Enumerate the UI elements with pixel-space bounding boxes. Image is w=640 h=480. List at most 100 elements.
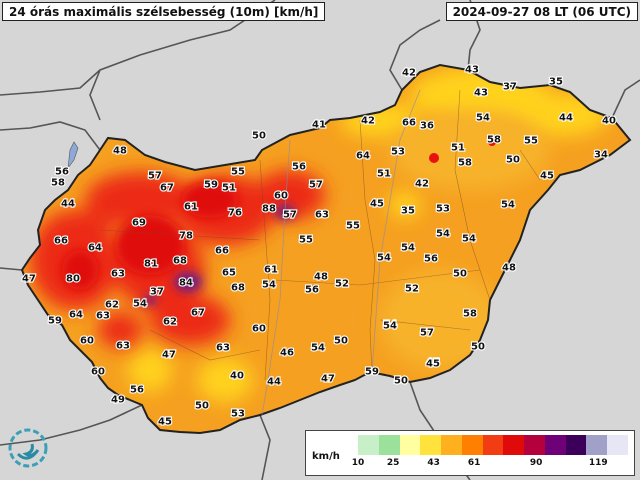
station-value-label: 58: [487, 135, 501, 146]
station-value-label: 51: [377, 169, 391, 180]
station-value-label: 56: [424, 254, 438, 265]
legend-swatch: [524, 435, 545, 455]
legend-swatch: [607, 435, 628, 455]
legend-tick-label: 25: [386, 458, 400, 468]
station-value-label: 50: [453, 269, 467, 280]
station-value-label: 54: [476, 113, 490, 124]
legend-color-bar: [358, 435, 628, 455]
station-value-label: 45: [370, 199, 384, 210]
station-value-label: 68: [173, 256, 187, 267]
station-value-label: 65: [222, 268, 236, 279]
station-value-label: 61: [184, 202, 198, 213]
legend-swatch: [420, 435, 442, 455]
station-value-label: 64: [88, 243, 102, 254]
station-value-label: 54: [401, 243, 415, 254]
station-value-label: 44: [267, 377, 281, 388]
station-value-label: 37: [150, 287, 164, 298]
station-value-label: 44: [559, 113, 573, 124]
station-value-label: 35: [549, 77, 563, 88]
station-value-label: 54: [501, 200, 515, 211]
station-value-label: 54: [383, 320, 397, 331]
station-value-label: 55: [524, 136, 538, 147]
station-value-label: 61: [264, 265, 278, 276]
station-value-label: 54: [462, 234, 476, 245]
station-value-label: 59: [365, 367, 379, 378]
station-value-label: 50: [394, 376, 408, 387]
station-value-label: 66: [54, 236, 68, 247]
county-boundaries: [99, 89, 541, 381]
station-value-label: 42: [361, 116, 375, 127]
station-value-label: 58: [51, 178, 65, 189]
station-value-label: 54: [383, 321, 397, 332]
station-value-label: 48: [314, 272, 328, 283]
station-value-label: 40: [230, 371, 244, 382]
station-value-label: 56: [130, 385, 144, 396]
met-service-logo-icon: [8, 428, 48, 468]
legend-swatch: [441, 435, 462, 455]
station-value-label: 43: [465, 65, 479, 76]
station-value-label: 41: [312, 120, 326, 131]
station-value-label: 50: [471, 342, 485, 353]
station-value-label: 53: [436, 204, 450, 215]
legend-swatch: [544, 435, 566, 455]
station-value-label: 43: [474, 88, 488, 99]
station-value-label: 37: [503, 82, 517, 93]
timestamp-label: 2024-09-27 08 LT (06 UTC): [445, 2, 638, 21]
legend-swatch: [503, 435, 525, 455]
station-value-label: 57: [283, 210, 297, 221]
station-value-label: 76: [228, 208, 242, 219]
legend-swatch: [586, 435, 608, 455]
station-value-label: 57: [148, 171, 162, 182]
station-value-label: 63: [111, 269, 125, 280]
station-value-label: 55: [346, 221, 360, 232]
station-value-label: 54: [262, 280, 276, 291]
station-value-label: 56: [292, 162, 306, 173]
station-value-label: 45: [426, 359, 440, 370]
station-value-label: 48: [113, 146, 127, 157]
legend-swatch: [461, 435, 483, 455]
station-value-label: 51: [222, 183, 236, 194]
station-value-label: 40: [602, 116, 616, 127]
station-value-label: 57: [309, 180, 323, 191]
station-value-label: 81: [144, 259, 158, 270]
station-value-label: 51: [451, 143, 465, 154]
legend-tick-label: 90: [529, 458, 543, 468]
station-value-label: 36: [420, 121, 434, 132]
station-value-label: 54: [311, 343, 325, 354]
legend-tick-label: 119: [588, 458, 608, 468]
station-value-label: 35: [401, 206, 415, 217]
station-value-label: 64: [69, 310, 83, 321]
lake-icon: [67, 141, 79, 170]
station-value-label: 46: [280, 348, 294, 359]
station-value-label: 60: [80, 336, 94, 347]
station-value-label: 45: [158, 417, 172, 428]
station-value-label: 34: [594, 150, 608, 161]
station-value-label: 47: [22, 274, 36, 285]
station-value-label: 78: [179, 231, 193, 242]
station-value-label: 56: [55, 167, 69, 178]
station-value-label: 50: [252, 131, 266, 142]
legend-swatch: [565, 435, 587, 455]
station-value-label: 58: [463, 309, 477, 320]
legend-swatch: [482, 435, 504, 455]
station-value-label: 47: [321, 374, 335, 385]
station-value-label: 55: [299, 235, 313, 246]
station-value-label: 69: [132, 218, 146, 229]
legend-tick-label: 61: [467, 458, 481, 468]
station-value-label: 80: [66, 274, 80, 285]
station-value-label: 45: [540, 171, 554, 182]
station-value-label: 54: [436, 229, 450, 240]
station-value-label: 60: [91, 367, 105, 378]
station-value-label: 50: [506, 155, 520, 166]
station-value-label: 58: [458, 158, 472, 169]
station-value-label: 42: [402, 68, 416, 79]
station-value-label: 52: [405, 284, 419, 295]
station-value-label: 53: [231, 409, 245, 420]
legend-ticks: 10 25 43 61 90 119: [352, 458, 628, 472]
station-value-label: 62: [105, 300, 119, 311]
station-value-label: 63: [116, 341, 130, 352]
station-value-label: 47: [162, 350, 176, 361]
station-value-label: 49: [111, 395, 125, 406]
station-value-label: 50: [195, 401, 209, 412]
